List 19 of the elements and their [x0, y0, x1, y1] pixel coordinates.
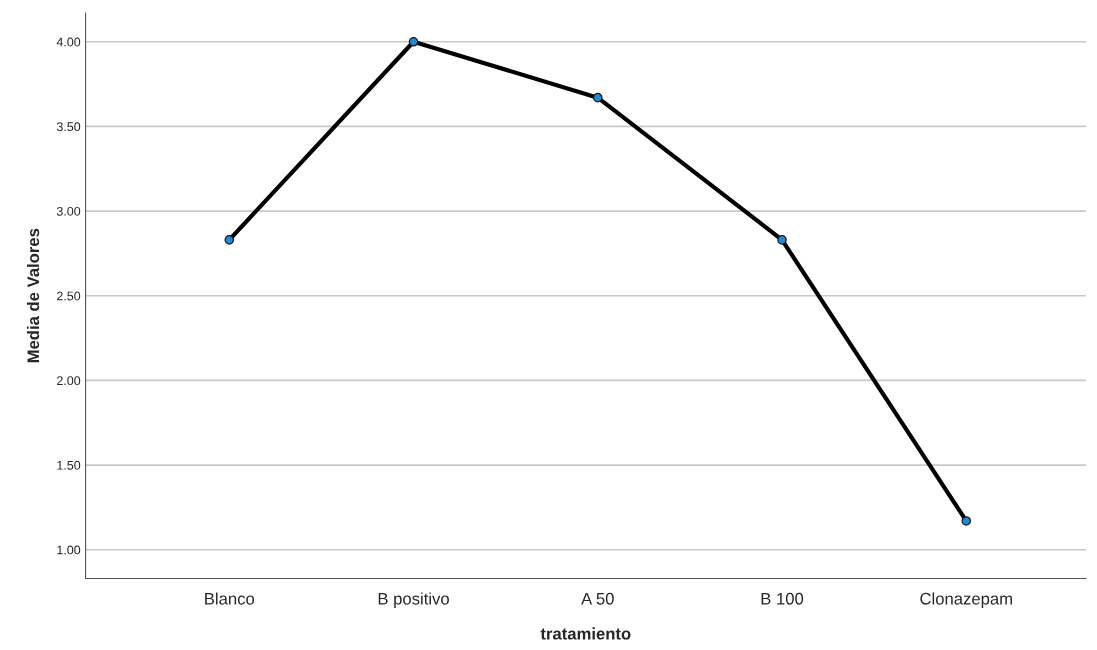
- y-tick-label: 3.00: [56, 206, 81, 216]
- y-tick-label: 1.00: [57, 545, 81, 555]
- x-tick-label: B positivo: [378, 592, 449, 608]
- y-tick-label: 3.50: [56, 122, 81, 132]
- x-tick-label: Blanco: [205, 592, 255, 605]
- y-tick-label: 1.50: [57, 460, 81, 470]
- x-tick-label: B 100: [761, 592, 804, 605]
- y-tick-label: 2.50: [57, 291, 81, 301]
- x-tick-label: A 50: [581, 592, 614, 605]
- x-axis-title: tratamiento: [540, 627, 631, 640]
- point: [592, 92, 603, 103]
- point: [777, 235, 787, 245]
- point: [408, 36, 419, 47]
- y-tick-label: 4.00: [56, 37, 81, 47]
- point: [224, 235, 235, 245]
- x-tick-label: Clonazepam: [920, 592, 1012, 608]
- point: [961, 516, 972, 526]
- y-axis-title: Media de Valores: [26, 228, 40, 363]
- y-tick-label: 2.00: [57, 376, 81, 386]
